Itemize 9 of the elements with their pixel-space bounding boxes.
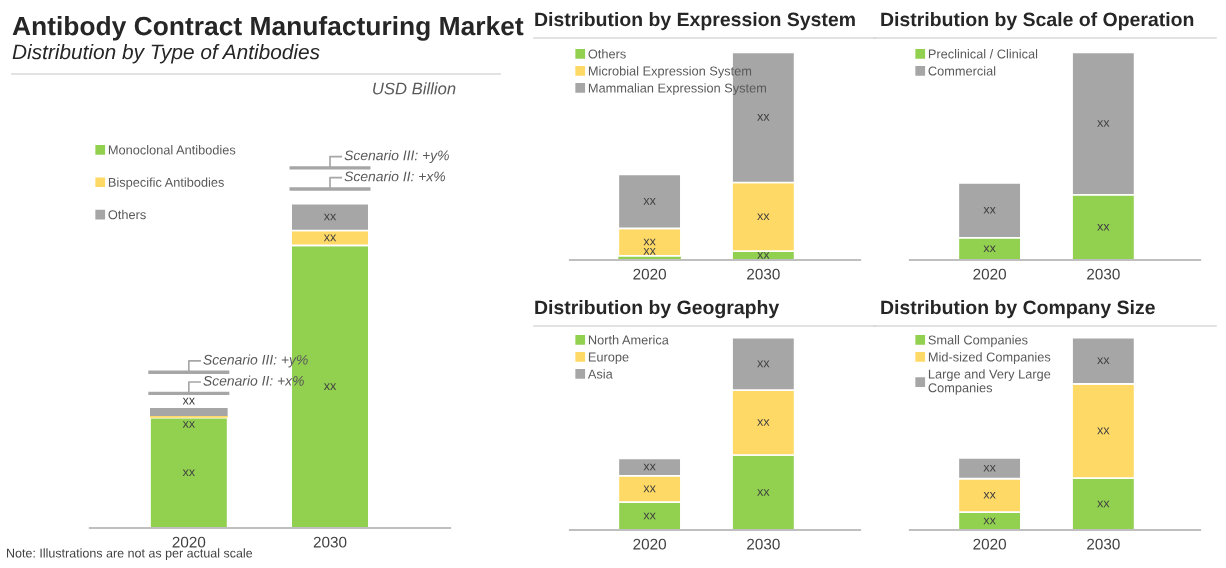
- chart-title: Distribution by Geography: [535, 300, 780, 319]
- chart-title: Distribution by Expression System: [535, 12, 855, 31]
- text: USD Billion: [373, 82, 456, 95]
- chart-title: Distribution by Scale of Operation: [881, 12, 1194, 31]
- chart-subtitle: Distribution by Type of Antibodies: [12, 44, 320, 64]
- chart-title: Antibody Contract Manufacturing Market: [12, 16, 524, 41]
- bar: [150, 407, 228, 417]
- chart-title: Distribution by Company Size: [881, 300, 1155, 319]
- bar: [149, 416, 229, 528]
